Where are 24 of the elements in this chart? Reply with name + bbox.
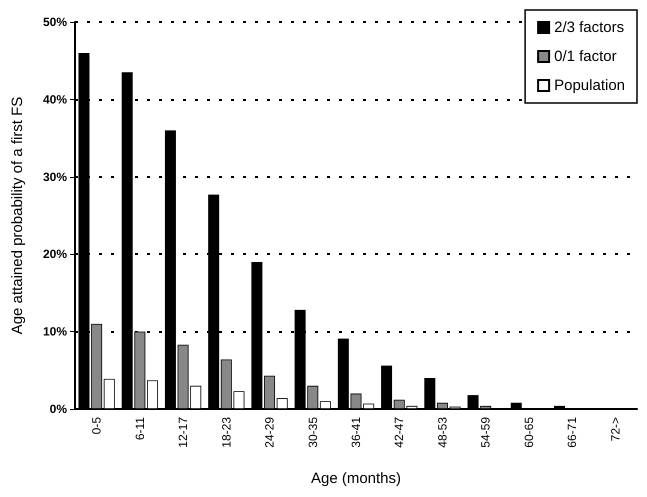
y-tick-label: 10% <box>42 324 68 339</box>
legend-label: 0/1 factor <box>554 48 617 65</box>
y-tick-label: 40% <box>42 92 68 106</box>
x-tick-label: 18-23 <box>219 416 234 448</box>
x-tick-label: 24-29 <box>262 416 277 448</box>
x-tick-label: 48-53 <box>435 416 450 448</box>
x-tick-label: 60-65 <box>522 416 536 448</box>
legend-label: Population <box>554 77 626 94</box>
x-tick-label: 42-47 <box>392 416 406 448</box>
x-tick-label: 30-35 <box>306 416 320 448</box>
y-tick-label: 50% <box>42 15 68 29</box>
x-tick-label: 66-71 <box>565 416 580 448</box>
y-tick-label: 30% <box>42 170 68 184</box>
y-tick-label: 20% <box>42 247 68 262</box>
x-tick-label: 6-11 <box>132 416 147 440</box>
y-axis-title: Age attained probability of a first FS <box>9 96 26 334</box>
x-tick-label: 0-5 <box>90 416 104 434</box>
legend-label: 2/3 factors <box>554 19 624 36</box>
y-tick-label: 0% <box>50 402 68 416</box>
x-tick-label: 54-59 <box>478 416 493 448</box>
x-tick-label: 36-41 <box>349 416 363 448</box>
x-tick-label: 12-17 <box>176 416 190 448</box>
x-tick-label: 72-> <box>608 417 622 442</box>
x-axis-title: Age (months) <box>310 470 402 487</box>
